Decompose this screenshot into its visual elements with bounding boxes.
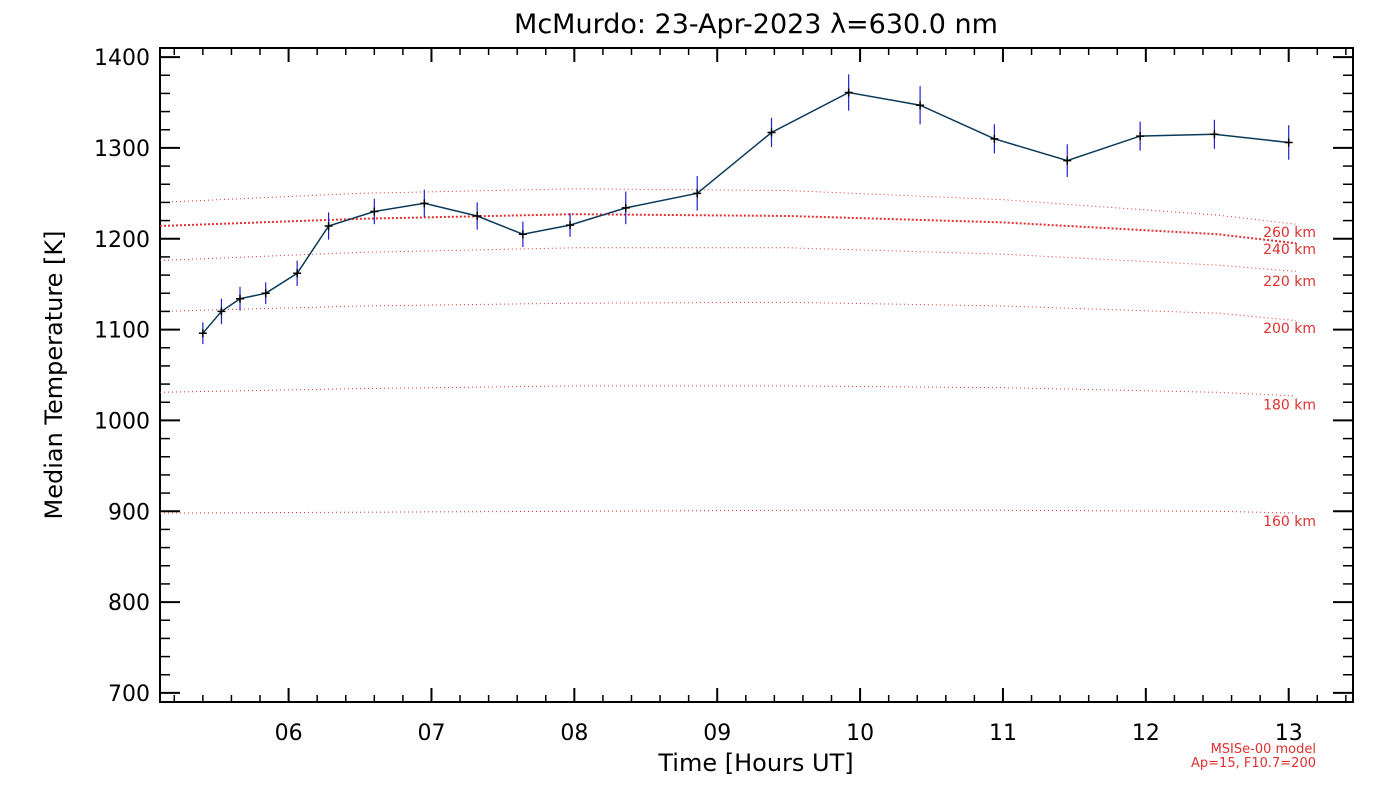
data-point-5 [324,222,333,231]
x-tick-label-4: 10 [846,721,874,746]
x-tick-label-6: 12 [1132,721,1160,746]
data-point-19 [1210,130,1219,139]
data-point-15 [916,101,925,110]
y-tick-label-1: 800 [108,591,150,616]
y-axis-label: Median Temperature [K] [40,230,68,519]
data-point-1 [217,307,226,316]
chart-title: McMurdo: 23-Apr-2023 λ=630.0 nm [514,9,998,40]
data-point-6 [370,207,379,216]
data-point-4 [293,269,302,278]
x-tick-label-2: 08 [560,721,588,746]
data-point-7 [420,199,429,208]
model-note-line1: MSISe-00 model [1211,742,1316,757]
y-tick-label-0: 700 [108,682,150,707]
model-label-5: 160 km [1263,514,1316,530]
x-tick-label-5: 11 [989,721,1017,746]
y-tick-label-2: 900 [108,500,150,525]
model-label-1: 240 km [1263,242,1316,258]
x-axis-label: Time [Hours UT] [657,749,853,777]
data-point-8 [473,212,482,221]
y-tick-label-7: 1400 [94,46,150,71]
data-point-2 [236,294,245,303]
data-point-9 [518,230,527,239]
x-tick-label-1: 07 [417,721,445,746]
data-point-0 [198,329,207,338]
y-tick-label-3: 1000 [94,409,150,434]
x-tick-label-7: 13 [1275,721,1303,746]
model-label-2: 220 km [1263,274,1316,290]
x-tick-label-3: 09 [703,721,731,746]
data-point-20 [1284,138,1293,147]
data-point-11 [621,203,630,212]
y-tick-label-5: 1200 [94,228,150,253]
data-point-13 [767,128,776,137]
plot-frame [159,47,1354,703]
data-point-16 [990,134,999,143]
model-curve-1 [159,213,1297,245]
model-note-line2: Ap=15, F10.7=200 [1191,756,1316,771]
model-curve-5 [159,509,1296,514]
model-curve-3 [159,301,1296,321]
data-point-3 [261,289,270,298]
y-tick-label-6: 1300 [94,137,150,162]
model-curve-4 [159,385,1296,397]
axis-ticks: 06 07 08 09 10 11 12 13 700 800 900 1000 1100 1200 130… [94,46,1353,746]
data-point-17 [1063,156,1072,165]
data-point-14 [844,88,853,97]
data-point-18 [1136,132,1145,141]
model-curve-2 [159,247,1296,272]
series-line-0 [202,91,1289,334]
data-point-12 [693,189,702,198]
model-label-0: 260 km [1263,225,1316,241]
series-layer [198,74,1293,345]
model-curve-0 [159,188,1296,225]
model-label-3: 200 km [1263,321,1316,337]
y-tick-label-4: 1100 [94,319,150,344]
x-tick-label-0: 06 [275,721,303,746]
model-label-4: 180 km [1263,398,1316,414]
data-point-10 [566,221,575,230]
